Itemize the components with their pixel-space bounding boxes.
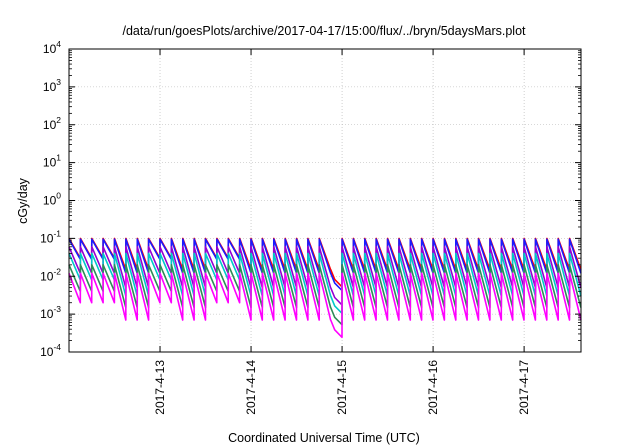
y-tick-label: 102	[43, 115, 61, 132]
y-axis-label: cGy/day	[16, 177, 30, 224]
x-tick-label: 2017-4-17	[517, 360, 531, 415]
x-tick-label: 2017-4-16	[426, 360, 440, 415]
y-tick-label: 103	[43, 77, 61, 94]
x-tick-label: 2017-4-14	[244, 360, 258, 415]
y-tick-label: 10-1	[40, 228, 61, 245]
x-axis-label: Coordinated Universal Time (UTC)	[228, 431, 420, 445]
x-tick-label: 2017-4-15	[335, 360, 349, 415]
y-axis: 104 103 102 101 100 10-1 10-2 10-3 10-4	[40, 39, 581, 359]
x-tick-label: 2017-4-13	[153, 360, 167, 415]
y-tick-label: 101	[43, 153, 61, 170]
y-tick-label: 104	[43, 39, 61, 56]
y-tick-label: 100	[43, 191, 61, 208]
chart-title: /data/run/goesPlots/archive/2017-04-17/1…	[122, 24, 526, 38]
series-layer	[68, 237, 582, 339]
series-line-6	[68, 272, 582, 339]
y-tick-label: 10-2	[40, 266, 61, 283]
x-axis: 2017-4-13 2017-4-14 2017-4-15 2017-4-16 2017…	[153, 49, 531, 415]
y-tick-label: 10-4	[40, 342, 61, 359]
y-tick-label: 10-3	[40, 304, 61, 321]
